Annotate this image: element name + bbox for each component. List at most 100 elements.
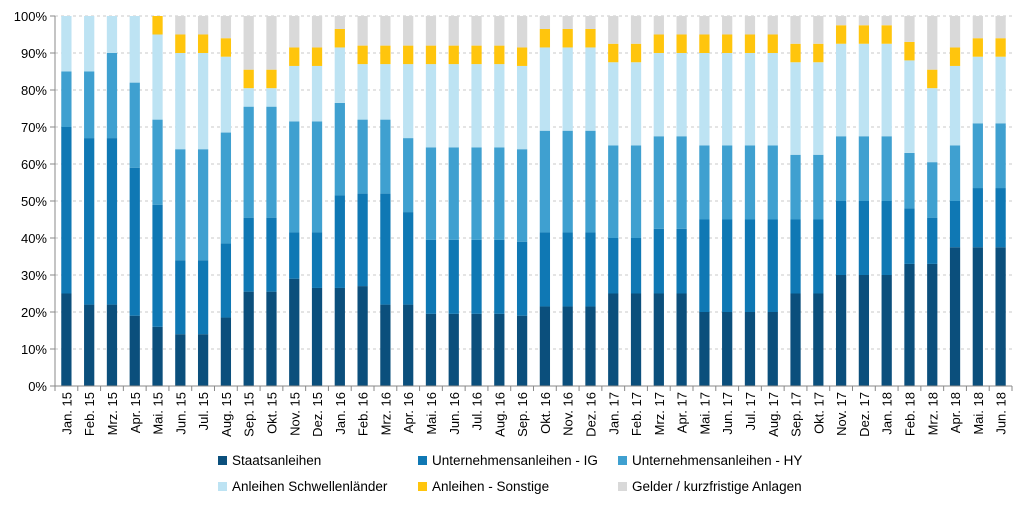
- bar-segment-4: [152, 34, 163, 120]
- bar-segment-6: [949, 16, 961, 48]
- legend-item: Unternehmensanleihen - HY: [618, 453, 802, 468]
- bar-segment-4: [266, 88, 277, 107]
- x-tick-label: Mrz. 17: [652, 392, 667, 435]
- bar-segment-2: [972, 188, 983, 248]
- bar-segment-3: [357, 119, 368, 194]
- bar-segment-5: [904, 41, 915, 61]
- bar-segment-5: [220, 38, 232, 57]
- bar-segment-5: [653, 34, 664, 53]
- bar-segment-3: [380, 119, 391, 194]
- bar-segment-5: [357, 45, 368, 65]
- bar-segment-6: [311, 16, 323, 48]
- y-tick-label: 60%: [21, 157, 47, 172]
- bar-segment-1: [744, 312, 756, 386]
- x-tick-label: Sep. 17: [789, 392, 804, 437]
- bar-segment-6: [608, 16, 619, 44]
- y-tick-label: 20%: [21, 305, 47, 320]
- bar-segment-1: [175, 334, 186, 386]
- bar-segment-2: [289, 232, 300, 279]
- bar-segment-3: [84, 71, 95, 139]
- bar-segment-4: [243, 88, 254, 107]
- y-tick-label: 90%: [21, 46, 47, 61]
- bar-segment-6: [403, 16, 414, 46]
- bar-segment-5: [425, 45, 437, 65]
- bar-segment-3: [972, 123, 983, 189]
- bar-segment-4: [562, 47, 573, 131]
- bar-segment-3: [539, 130, 551, 233]
- bar-segment-4: [380, 64, 391, 120]
- bar-segment-6: [699, 16, 710, 35]
- bar-segment-3: [311, 121, 323, 233]
- bar-segment-3: [653, 136, 664, 229]
- bar-segment-4: [494, 64, 505, 148]
- bar-segment-5: [494, 45, 505, 65]
- bar-segment-1: [972, 247, 983, 386]
- bar-segment-4: [608, 62, 619, 146]
- legend-label: Staatsanleihen: [232, 453, 321, 468]
- bar-segment-4: [106, 16, 118, 53]
- bar-segment-1: [380, 304, 391, 386]
- bar-segment-5: [790, 43, 801, 63]
- bar-segment-3: [289, 121, 300, 233]
- y-tick-label: 0%: [28, 379, 47, 394]
- bar-segment-2: [813, 219, 824, 294]
- x-tick-label: Okt. 17: [811, 392, 826, 434]
- y-axis-ticks: 0% 10% 20% 30% 40% 50% 60% 70% 80% 90% 100%: [14, 9, 55, 394]
- legend-swatch: [618, 482, 627, 491]
- x-tick-label: Okt. 15: [264, 392, 279, 434]
- bar-segment-1: [813, 293, 824, 386]
- bar-segment-1: [630, 293, 642, 386]
- bar-segment-3: [61, 71, 72, 127]
- bar-segment-4: [927, 88, 938, 163]
- x-tick-label: Mai. 15: [151, 392, 166, 435]
- bar-segment-4: [835, 43, 847, 137]
- x-tick-label: Jun. 17: [720, 392, 735, 435]
- bar-segment-4: [471, 64, 482, 148]
- x-tick-label: Mrz. 15: [105, 392, 120, 435]
- bar-segment-6: [448, 16, 459, 46]
- x-tick-label: Sep. 15: [242, 392, 257, 437]
- legend: Staatsanleihen Unternehmensanleihen - IG U…: [218, 453, 802, 494]
- bar-segment-2: [471, 239, 482, 314]
- x-tick-label: Mrz. 18: [925, 392, 940, 435]
- y-tick-label: 10%: [21, 342, 47, 357]
- bar-segment-1: [357, 286, 368, 386]
- bar-segment-3: [220, 132, 232, 244]
- x-tick-label: Apr. 18: [948, 392, 963, 433]
- bar-segment-1: [904, 263, 915, 386]
- x-tick-label: Nov. 17: [834, 392, 849, 436]
- bar-segment-3: [767, 145, 778, 220]
- bar-segment-3: [175, 149, 186, 261]
- bar-segment-4: [61, 16, 72, 72]
- bar-segment-5: [995, 38, 1006, 57]
- x-tick-label: Aug. 15: [219, 392, 234, 437]
- bar-segment-2: [448, 239, 459, 314]
- bar-segment-3: [835, 136, 847, 201]
- bar-segment-6: [835, 16, 847, 26]
- bar-segment-2: [152, 204, 163, 327]
- x-tick-label: Feb. 17: [629, 392, 644, 436]
- bar-segment-2: [175, 260, 186, 335]
- bar-segment-5: [585, 28, 596, 48]
- bar-segment-3: [927, 162, 938, 218]
- x-tick-label: Mai. 16: [424, 392, 439, 435]
- bar-segment-2: [995, 188, 1006, 248]
- y-tick-label: 50%: [21, 194, 47, 209]
- bar-segment-1: [403, 304, 414, 386]
- x-tick-label: Mai. 17: [697, 392, 712, 435]
- x-tick-label: Nov. 15: [287, 392, 302, 436]
- bar-segment-6: [380, 16, 391, 46]
- bar-segment-1: [835, 275, 847, 386]
- bar-segment-6: [676, 16, 687, 35]
- x-tick-label: Jun. 15: [173, 392, 188, 435]
- legend-swatch: [418, 482, 427, 491]
- bar-segment-1: [585, 306, 596, 386]
- bar-segment-5: [927, 69, 938, 89]
- legend-item: Staatsanleihen: [218, 453, 321, 468]
- bar-segment-1: [949, 247, 961, 386]
- bar-segment-3: [630, 145, 642, 238]
- bar-segment-1: [995, 247, 1006, 386]
- bar-segment-3: [608, 145, 619, 238]
- bar-segment-3: [699, 145, 710, 220]
